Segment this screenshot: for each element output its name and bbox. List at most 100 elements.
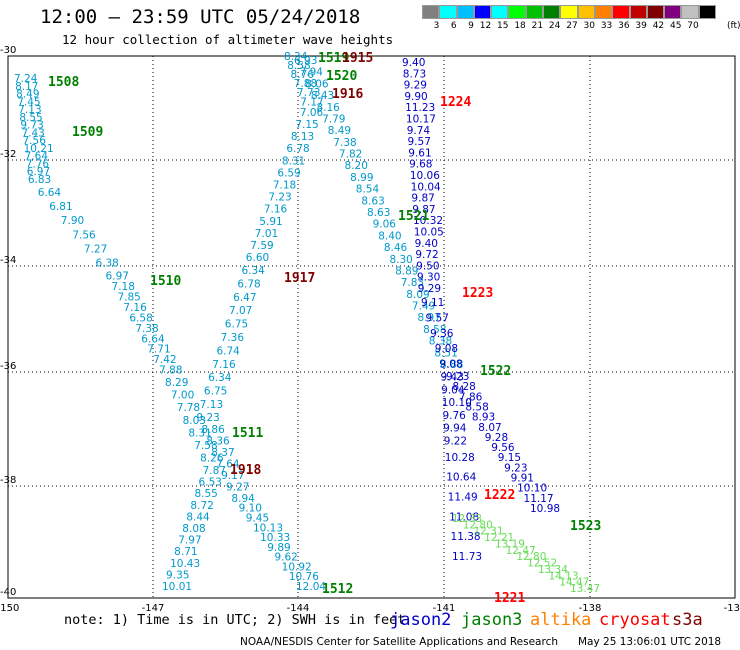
pass-number-label: 1916	[332, 87, 363, 102]
wave-height-value: 14.13	[549, 570, 579, 582]
pass-number-label: 1224	[440, 95, 471, 110]
wave-height-value: 9.45	[246, 513, 269, 525]
wave-height-value: 6.34	[241, 265, 265, 277]
wave-height-value: 8.37	[211, 447, 234, 459]
wave-height-value: 5.91	[259, 216, 282, 228]
wave-height-value: 8.40	[378, 230, 401, 242]
wave-height-value: 10.98	[530, 503, 560, 515]
wave-height-value: 7.58	[194, 440, 217, 452]
wave-height-value: 10.10	[442, 397, 472, 409]
wave-height-value: 8.31	[188, 427, 211, 439]
wave-height-value: 7.56	[23, 135, 47, 147]
wave-height-value: 6.34	[208, 372, 232, 384]
timestamp-text: May 25 13:06:01 UTC 2018	[578, 636, 722, 648]
wave-height-value: 9.76	[442, 410, 466, 422]
wave-height-value: 8.43	[311, 90, 334, 102]
wave-height-value: 12.33	[452, 513, 482, 525]
scale-label: 30	[583, 21, 595, 31]
wave-height-value: 12.21	[484, 532, 514, 544]
pass-number-label: 1519	[318, 51, 349, 66]
note-text: note: 1) Time is in UTC; 2) SWH is in fe…	[64, 612, 406, 628]
wave-height-value: 8.16	[316, 102, 340, 114]
wave-height-value: 9.73	[20, 120, 43, 132]
wave-height-value: 6.60	[246, 252, 269, 264]
wave-height-value: 10.64	[446, 472, 476, 484]
scale-swatch	[456, 5, 474, 19]
pass-number-label: 1918	[230, 463, 261, 478]
wave-height-value: 7.00	[171, 389, 194, 401]
wave-height-value: 6.64	[141, 333, 165, 345]
wave-height-value: 8.17	[15, 81, 38, 93]
wave-height-value: 7.23	[268, 192, 291, 204]
wave-height-value: 7.17	[300, 96, 323, 108]
scale-swatch	[681, 5, 699, 19]
wave-height-value: 7.85	[117, 292, 140, 304]
wave-height-value: 9.56	[491, 442, 515, 454]
wave-height-value: 7.64	[25, 151, 49, 163]
wave-height-value: 7.38	[333, 137, 356, 149]
pass-number-label: 1521	[398, 209, 429, 224]
wave-height-value: 10.10	[517, 483, 547, 495]
wave-height-value: 9.04	[441, 384, 465, 396]
scale-label: 27	[566, 21, 578, 31]
wave-height-value: 14.47	[559, 577, 589, 589]
wave-height-value: 8.58	[465, 401, 488, 413]
wave-height-value: 8.63	[367, 207, 390, 219]
wave-height-value: 6.59	[277, 167, 300, 179]
wave-height-value: 8.94	[231, 493, 255, 505]
wave-height-value: 8.99	[350, 172, 373, 184]
wave-height-value: 9.61	[408, 147, 431, 159]
wave-height-value: 11.17	[524, 493, 554, 505]
wave-height-value: 8.44	[186, 511, 210, 523]
wave-height-value: 8.51	[434, 347, 457, 359]
wave-height-value: 9.10	[239, 503, 262, 515]
wave-height-value: 10.01	[162, 581, 192, 593]
scale-label: 70	[687, 21, 699, 31]
wave-height-value: 7.15	[295, 119, 318, 131]
wave-height-value: 11.38	[451, 531, 481, 543]
wave-height-value: 9.50	[416, 260, 439, 272]
lat-tick-label: -30	[0, 45, 16, 56]
wave-height-value: 11.49	[448, 492, 478, 504]
wave-height-value: 8.55	[19, 112, 42, 124]
wave-height-value: 7.64	[216, 459, 240, 471]
wave-height-value: 7.97	[178, 535, 201, 547]
wave-height-value: 8.93	[472, 412, 495, 424]
pass-number-label: 1523	[570, 519, 601, 534]
lon-tick-label: -135	[724, 603, 740, 614]
wave-height-value: 7.49	[412, 301, 435, 313]
wave-height-value: 10.76	[289, 571, 319, 583]
wave-height-value: 12.80	[463, 519, 493, 531]
wave-height-value: 6.53	[199, 477, 222, 489]
wave-height-value: 10.05	[414, 227, 444, 239]
scale-label: 21	[531, 21, 544, 31]
wave-height-value: 8.07	[478, 422, 501, 434]
scale-label: 18	[514, 21, 526, 31]
lon-tick-label: -138	[579, 603, 602, 614]
pass-number-label: 1520	[326, 69, 357, 84]
wave-height-value: 9.08	[439, 359, 462, 371]
wave-height-value: 8.89	[395, 265, 418, 277]
scale-swatch	[439, 5, 457, 19]
wave-height-value: 9.29	[404, 80, 427, 92]
wave-height-value: 8.30	[389, 254, 412, 266]
wave-height-value: 9.62	[274, 552, 297, 564]
map-frame	[7, 55, 736, 599]
wave-height-value: 8.63	[361, 195, 384, 207]
wave-height-value: 7.56	[72, 229, 96, 241]
wave-height-value: 6.58	[129, 312, 152, 324]
wave-height-value: 12.47	[506, 545, 536, 557]
wave-height-value: 13.34	[538, 564, 568, 576]
legend-jason2: jason2	[390, 610, 452, 630]
scale-label: 45	[670, 21, 682, 31]
wave-height-value: 10.17	[406, 114, 436, 126]
scale-swatch	[698, 5, 717, 19]
page-subtitle: 12 hour collection of altimeter wave hei…	[62, 32, 394, 47]
wave-height-value: 11.23	[405, 102, 435, 114]
wave-height-value: 8.29	[165, 377, 188, 389]
wave-height-value: 6.81	[49, 201, 72, 213]
wave-height-value: 6.38	[95, 258, 118, 270]
wave-height-value: 9.11	[421, 297, 444, 309]
wave-height-value: 7.88	[159, 365, 182, 377]
wave-height-value: 9.35	[166, 569, 189, 581]
